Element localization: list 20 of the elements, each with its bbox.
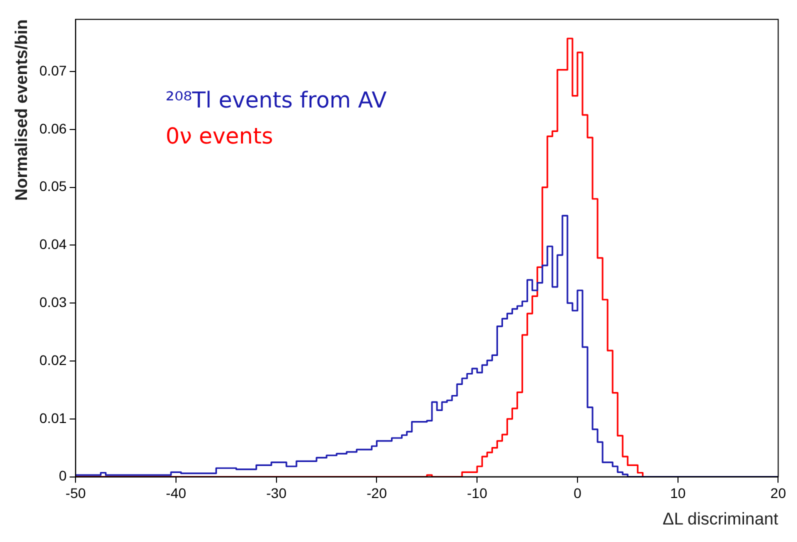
- y-tick-label: 0.01: [39, 410, 67, 426]
- x-tick-label: 20: [770, 485, 786, 502]
- y-tick-label: 0.02: [39, 352, 67, 368]
- y-tick-label: 0.05: [39, 178, 67, 194]
- y-tick-label: 0.06: [39, 120, 67, 136]
- x-tick-label: -20: [366, 485, 388, 502]
- x-tick-label: -30: [266, 485, 287, 502]
- y-tick-label: 0.04: [39, 236, 67, 252]
- x-axis-title: ΔL discriminant: [662, 509, 778, 528]
- x-tick-label: 0: [574, 485, 582, 502]
- x-tick-label: 10: [670, 485, 686, 502]
- x-tick-label: -50: [66, 485, 86, 502]
- y-tick-label: 0.03: [39, 294, 67, 310]
- x-tick-label: -40: [166, 485, 186, 502]
- y-tick-label: 0: [58, 468, 67, 484]
- text: ²⁰⁸Tl events from AV: [166, 88, 387, 114]
- y-axis-title: Normalised events/bin: [12, 19, 31, 201]
- x-tick-label: -10: [466, 485, 488, 502]
- y-tick-label: 0.07: [39, 62, 67, 78]
- text: 0ν events: [166, 124, 274, 150]
